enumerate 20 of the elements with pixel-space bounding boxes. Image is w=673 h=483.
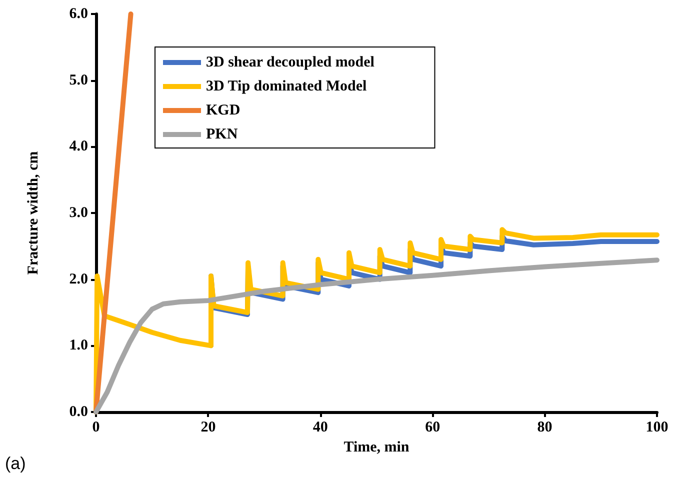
x-tick-label: 40: [312, 420, 328, 436]
y-tick-label: 6.0: [69, 6, 88, 22]
x-tick-label: 20: [200, 420, 216, 436]
text: (a): [5, 454, 26, 473]
legend-label: 3D shear decoupled model: [206, 54, 374, 70]
x-tick-label: 0: [92, 420, 100, 436]
legend-label: PKN: [206, 126, 238, 142]
y-tick-label: 3.0: [69, 205, 88, 221]
y-tick-label: 1.0: [69, 338, 88, 354]
x-tick-label: 80: [537, 420, 552, 436]
legend-label: 3D Tip dominated Model: [206, 78, 367, 94]
y-axis-title: Fracture width, cm: [26, 150, 42, 275]
y-tick-label: 2.0: [69, 271, 88, 288]
x-tick-label: 60: [425, 420, 440, 436]
y-tick-label: 0.0: [69, 404, 88, 420]
y-tick-label: 4.0: [69, 138, 88, 155]
x-tick-label: 100: [646, 420, 668, 436]
y-tick-label: 5.0: [69, 72, 88, 88]
x-axis-title: Time, min: [344, 440, 410, 456]
legend-label: KGD: [206, 102, 240, 118]
